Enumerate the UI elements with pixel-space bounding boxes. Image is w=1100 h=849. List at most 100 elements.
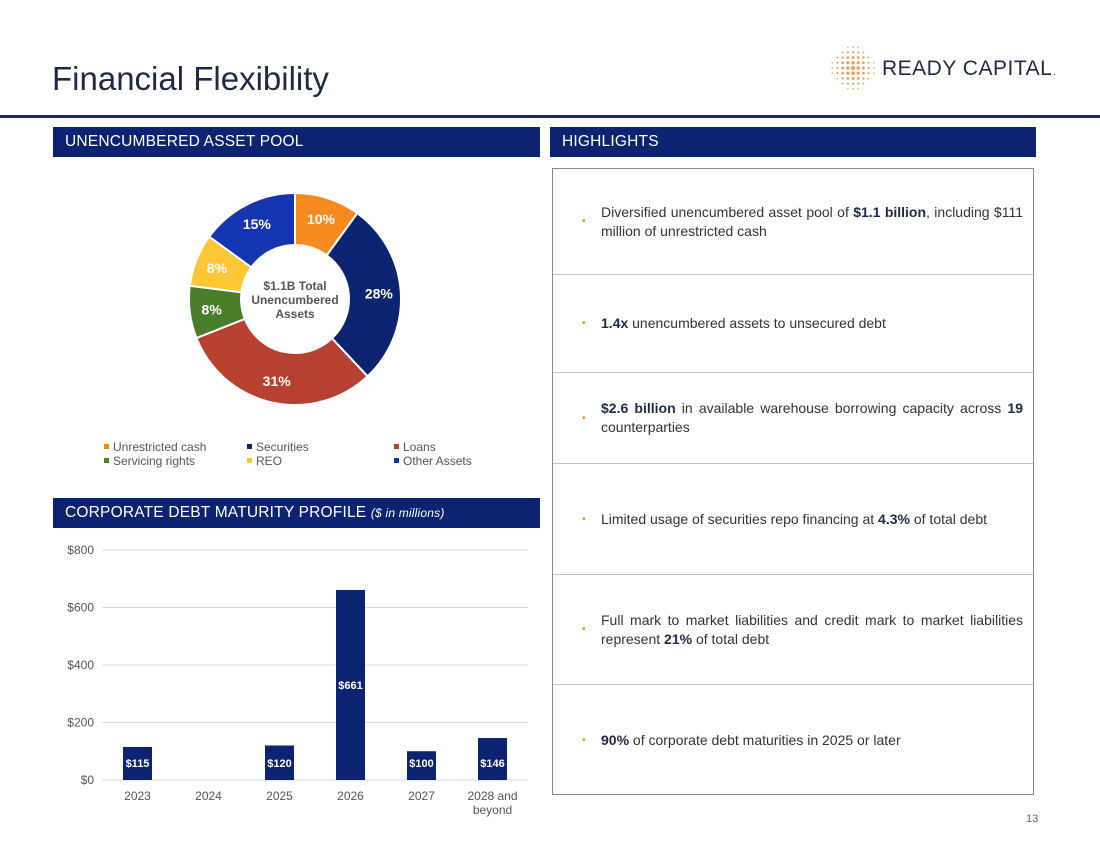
header-divider: [0, 115, 1100, 118]
logo-dots-icon: [831, 46, 875, 90]
logo-dot: [862, 71, 865, 75]
logo-dot: [857, 82, 860, 85]
bullet-icon: •: [582, 513, 586, 525]
logo-dot: [856, 66, 860, 70]
logo-dot: [851, 51, 855, 54]
legend-label: Other Assets: [403, 454, 472, 468]
logo-dot: [857, 46, 859, 48]
highlight-span: counterparties: [601, 419, 690, 435]
logo-dot: [841, 66, 845, 70]
highlight-span: Full mark to market liabilities and cred…: [601, 611, 1023, 647]
highlight-text: $2.6 billion in available warehouse borr…: [601, 399, 1023, 437]
x-tick-label: 2024: [195, 789, 222, 803]
logo-dot: [841, 71, 844, 75]
highlight-span: of total debt: [692, 630, 770, 647]
legend-label: REO: [256, 454, 283, 468]
logo-dot: [851, 82, 855, 85]
logo-dot: [846, 51, 849, 54]
page-title: Financial Flexibility: [52, 60, 329, 97]
logo-dot: [851, 56, 855, 60]
debt-maturity-subtitle: ($ in millions): [370, 506, 445, 520]
logo-dot: [831, 72, 833, 74]
page-number: 13: [1026, 813, 1039, 825]
highlights-panel: • Diversified unencumbered asset pool of …: [552, 168, 1034, 795]
legend-swatch: [104, 444, 109, 450]
donut-slice-label: 8%: [207, 260, 228, 276]
debt-maturity-header: CORPORATE DEBT MATURITY PROFILE ($ in mi…: [53, 498, 540, 528]
highlight-item: • Diversified unencumbered asset pool of …: [553, 169, 1033, 275]
y-tick-label: $600: [67, 601, 94, 615]
highlight-emphasis: 19: [1007, 400, 1023, 416]
logo-dot: [862, 51, 865, 54]
logo-dot: [836, 77, 839, 80]
logo-dot: [873, 62, 875, 64]
highlight-item: • $2.6 billion in available warehouse bor…: [553, 373, 1033, 464]
bar-data-label: $115: [126, 758, 150, 770]
unencumbered-asset-donut-chart: 10% 28% 31% 8% 8% 15% $1.1B TotalUnencumberedA…: [188, 191, 402, 406]
donut-center-label: Assets: [275, 307, 315, 321]
logo-dot: [856, 61, 860, 65]
donut-center-label: $1.1B Total: [263, 279, 326, 293]
legend-item-servicing-rights: Servicing rights: [104, 454, 195, 468]
highlight-span: in available warehouse borrowing capacit…: [675, 400, 1008, 416]
highlight-emphasis: $2.6 billion: [601, 400, 676, 416]
highlight-span: , including $111 million of unrestricted…: [601, 203, 1024, 239]
x-tick-label: 2023: [124, 789, 151, 803]
legend-label: Servicing rights: [113, 454, 196, 468]
x-tick-label: 2027: [408, 789, 435, 803]
legend-swatch: [247, 444, 252, 450]
y-tick-label: $800: [67, 543, 94, 557]
logo-dot: [831, 67, 833, 69]
logo-dot: [873, 67, 875, 69]
bar-data-label: $146: [480, 758, 504, 770]
bar-2027: [407, 751, 436, 780]
bar-data-label: $120: [267, 758, 291, 770]
x-tick-label: 2025: [266, 789, 293, 803]
highlight-text: Diversified unencumbered asset pool of $…: [601, 203, 1023, 241]
logo-dot: [867, 56, 870, 59]
donut-slice-securities: [325, 211, 402, 378]
y-tick-label: $200: [67, 716, 94, 730]
logo-dot: [846, 71, 850, 75]
legend-item-unrestricted-cash: Unrestricted cash: [104, 440, 206, 454]
highlight-item: • 1.4x unencumbered assets to unsecured d…: [553, 275, 1033, 373]
highlight-span: of total debt: [909, 510, 988, 527]
logo-dot: [867, 77, 870, 80]
highlight-emphasis: $1.1 billion: [853, 203, 927, 220]
highlight-item: • Full mark to market liabilities and cre…: [553, 575, 1033, 685]
logo-dot: [836, 56, 839, 59]
legend-item-loans: Loans: [394, 440, 436, 454]
highlight-text: 90% of corporate debt maturities in 2025…: [601, 731, 901, 750]
debt-maturity-title: CORPORATE DEBT MATURITY PROFILE: [65, 504, 367, 521]
legend-swatch: [394, 444, 399, 450]
logo-dot: [867, 66, 870, 70]
logo-dot: [847, 88, 849, 90]
logo-text: READY CAPITAL: [882, 57, 1053, 80]
logo-dot: [836, 66, 839, 70]
logo-dot: [836, 61, 839, 64]
logo-dot: [851, 76, 855, 80]
bar-2025: [265, 745, 294, 780]
legend-item-reo: REO: [247, 454, 282, 468]
logo-dot: [850, 65, 856, 71]
donut-slice-label: 8%: [202, 302, 223, 318]
logo-dot: [861, 66, 865, 70]
logo-dot: [846, 56, 850, 59]
legend-swatch: [247, 458, 252, 464]
logo-dot: [873, 72, 875, 74]
bullet-icon: •: [582, 318, 586, 329]
bullet-icon: •: [582, 624, 586, 635]
logo-dot: [841, 51, 844, 54]
logo-dot: [841, 82, 844, 85]
logo-dot: [841, 56, 844, 59]
y-tick-label: $400: [67, 658, 94, 672]
donut-slice-label: 15%: [243, 216, 272, 232]
logo-dot: [836, 72, 839, 75]
donut-slice-other-assets: [207, 191, 296, 269]
unencumbered-pool-header: UNENCUMBERED ASSET POOL: [53, 127, 540, 157]
logo-dot: [846, 61, 850, 65]
logo-dot: [841, 77, 844, 80]
bullet-icon: •: [582, 734, 586, 746]
logo-dot: [862, 82, 865, 85]
donut-slice-label: 31%: [263, 373, 292, 389]
